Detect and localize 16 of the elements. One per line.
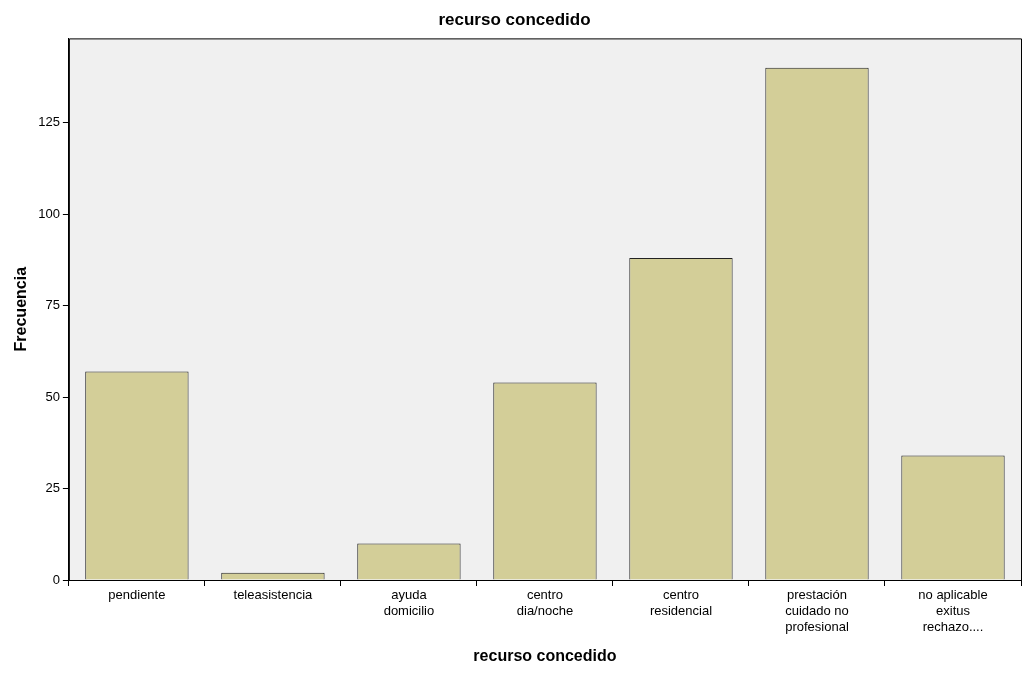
x-tick-label: teleasistencia [233,587,314,603]
y-axis-title: Frecuencia [12,266,30,352]
y-tick-label: 25 [45,480,60,496]
x-axis-title: recurso concedido [473,646,617,664]
y-tick-label: 50 [45,388,60,404]
x-tick-label: centro residencial [649,587,713,618]
x-tick-label: centro dia/noche [516,587,574,618]
x-tick-label: ayuda domicilio [383,587,435,618]
y-tick-label: 0 [52,571,60,587]
x-tick-label: no aplicable exitus rechazo.... [918,587,988,634]
x-tick-label: prestación cuidado no profesional [785,587,849,634]
y-tick-label: 75 [45,297,60,313]
y-tick-label: 125 [38,114,60,130]
y-tick-label: 100 [38,205,60,221]
x-tick-label: pendiente [108,587,166,603]
chart-title: recurso concedido [438,9,591,29]
